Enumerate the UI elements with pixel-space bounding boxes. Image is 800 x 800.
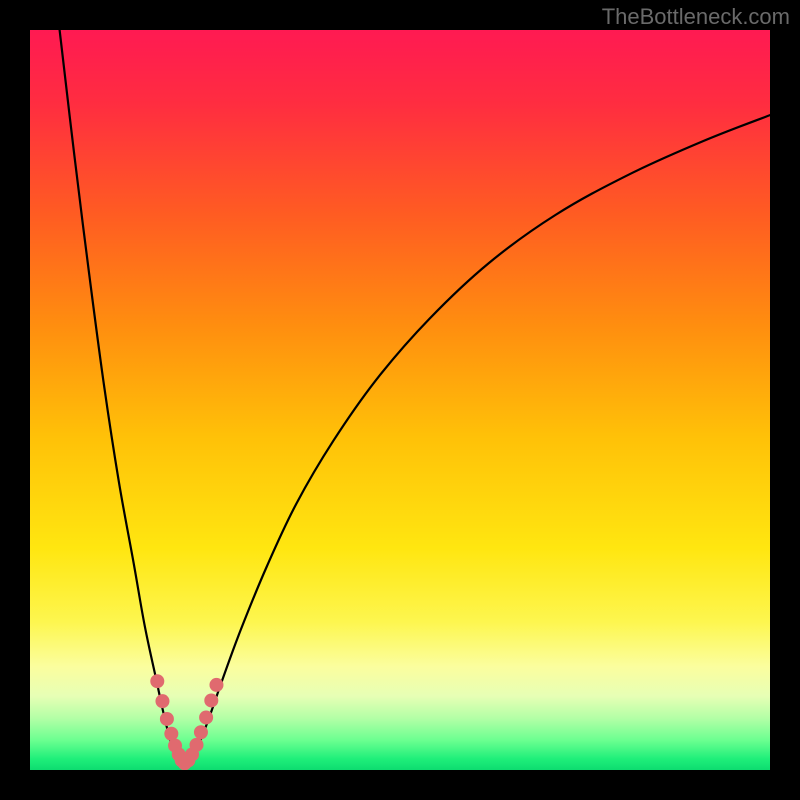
highlight-marker — [150, 674, 164, 688]
bottleneck-curve — [60, 30, 770, 766]
highlight-markers — [150, 674, 223, 770]
highlight-marker — [199, 710, 213, 724]
highlight-marker — [190, 738, 204, 752]
plot-svg — [30, 30, 770, 770]
figure-container: TheBottleneck.com — [0, 0, 800, 800]
source-watermark: TheBottleneck.com — [602, 4, 790, 30]
highlight-marker — [160, 712, 174, 726]
highlight-marker — [209, 678, 223, 692]
highlight-marker — [164, 727, 178, 741]
highlight-marker — [155, 694, 169, 708]
highlight-marker — [204, 693, 218, 707]
highlight-marker — [194, 725, 208, 739]
plot-area — [30, 30, 770, 770]
